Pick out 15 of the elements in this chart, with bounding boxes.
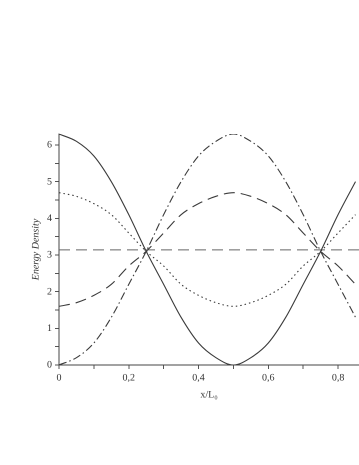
x-tick-label: 0 <box>56 372 62 384</box>
y-tick-label: 5 <box>47 176 52 188</box>
y-tick-label: 2 <box>47 286 52 298</box>
x-tick-label: 0,4 <box>192 372 205 384</box>
x-axis-title: x/L₀ <box>200 390 218 401</box>
y-tick-label: 3 <box>47 250 52 261</box>
x-tick-label: 0,8 <box>332 372 344 384</box>
x-tick-label: 0,2 <box>122 372 136 384</box>
y-tick-label: 4 <box>47 212 52 224</box>
x-tick-label: 0,6 <box>262 372 275 384</box>
line-series <box>59 134 356 365</box>
y-axis-title: Energy Density <box>30 218 42 282</box>
y-tick-label: 6 <box>47 140 52 151</box>
y-tick-label: 0 <box>47 360 52 371</box>
y-tick-label: 1 <box>47 322 52 334</box>
